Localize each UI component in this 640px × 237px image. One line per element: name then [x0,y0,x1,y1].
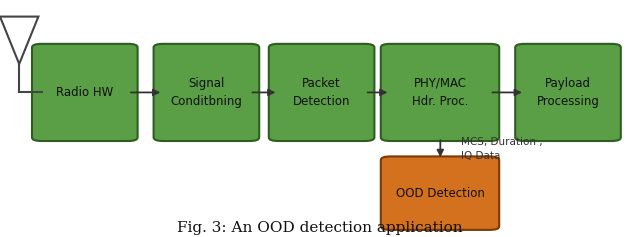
FancyBboxPatch shape [381,44,499,141]
Text: Signal
Conditbning: Signal Conditbning [170,77,243,108]
Text: Fig. 3: An OOD detection application: Fig. 3: An OOD detection application [177,221,463,235]
Text: Payload
Processing: Payload Processing [536,77,600,108]
FancyBboxPatch shape [269,44,374,141]
FancyBboxPatch shape [381,156,499,230]
FancyBboxPatch shape [154,44,259,141]
Text: Packet
Detection: Packet Detection [293,77,350,108]
Text: MCS, Duration ,
IQ Data: MCS, Duration , IQ Data [461,137,543,161]
Text: OOD Detection: OOD Detection [396,187,484,200]
Text: Radio HW: Radio HW [56,86,113,99]
Text: PHY/MAC
Hdr. Proc.: PHY/MAC Hdr. Proc. [412,77,468,108]
FancyBboxPatch shape [32,44,138,141]
FancyBboxPatch shape [515,44,621,141]
